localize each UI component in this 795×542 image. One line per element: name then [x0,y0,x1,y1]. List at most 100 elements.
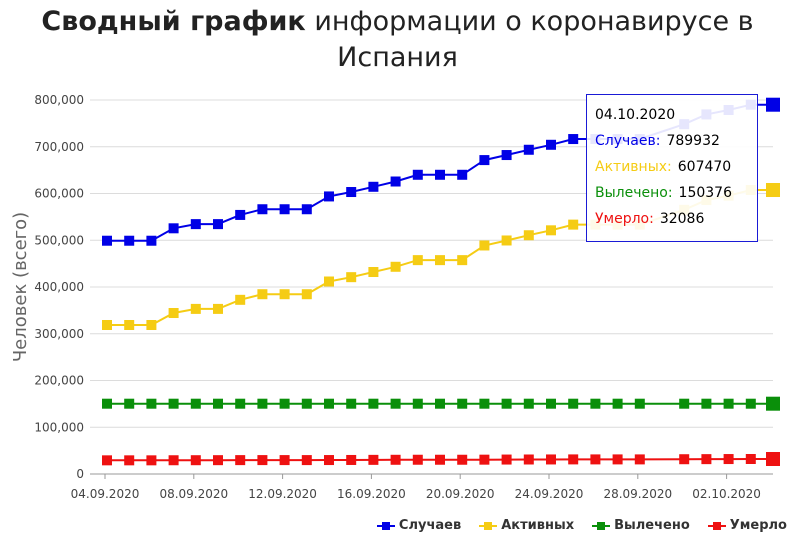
data-point[interactable] [634,454,645,465]
data-point[interactable] [501,398,512,409]
data-point[interactable] [368,267,379,278]
data-point[interactable] [679,398,690,409]
data-point[interactable] [701,398,712,409]
data-point[interactable] [546,139,556,150]
data-point[interactable] [390,398,401,409]
data-point[interactable] [701,454,712,465]
data-point[interactable] [102,455,112,466]
data-point[interactable] [190,455,201,466]
data-point[interactable] [612,398,623,409]
data-point[interactable] [546,225,556,236]
data-point[interactable] [501,150,512,161]
data-point[interactable] [523,398,534,409]
data-point[interactable] [479,155,490,166]
data-point[interactable] [501,235,512,246]
data-point[interactable] [168,308,179,319]
data-point[interactable] [457,255,468,266]
data-point[interactable] [324,398,334,409]
data-point[interactable] [568,454,579,465]
data-point[interactable] [213,398,223,409]
data-point[interactable] [634,398,645,409]
data-point[interactable] [479,454,490,465]
data-point[interactable] [745,453,756,464]
data-point[interactable] [102,235,112,246]
data-point[interactable] [368,454,379,465]
data-point[interactable] [146,398,157,409]
data-point[interactable] [612,454,623,465]
data-point[interactable] [102,319,112,330]
data-point[interactable] [124,235,135,246]
data-point[interactable] [390,176,401,187]
data-point[interactable] [301,398,312,409]
data-point[interactable] [745,398,756,409]
data-point[interactable] [766,451,780,466]
data-point[interactable] [457,454,468,465]
data-point[interactable] [346,187,357,198]
data-point[interactable] [457,398,468,409]
legend-item-active[interactable]: Активных [479,518,574,533]
data-point[interactable] [146,455,157,466]
data-point[interactable] [324,191,334,202]
data-point[interactable] [435,454,445,465]
data-point[interactable] [279,398,290,409]
data-point[interactable] [146,319,157,330]
data-point[interactable] [412,169,423,180]
data-point[interactable] [235,294,246,305]
data-point[interactable] [679,454,690,465]
data-point[interactable] [102,398,112,409]
data-point[interactable] [568,398,579,409]
data-point[interactable] [168,455,179,466]
data-point[interactable] [546,398,556,409]
data-point[interactable] [146,235,157,246]
data-point[interactable] [279,204,290,215]
data-point[interactable] [235,455,246,466]
data-point[interactable] [213,455,223,466]
data-point[interactable] [346,272,357,283]
data-point[interactable] [412,255,423,266]
data-point[interactable] [766,183,780,198]
data-point[interactable] [568,134,579,145]
data-point[interactable] [723,454,734,465]
data-point[interactable] [523,454,534,465]
data-point[interactable] [124,455,135,466]
data-point[interactable] [168,223,179,234]
data-point[interactable] [279,289,290,300]
data-point[interactable] [324,276,334,287]
data-point[interactable] [435,398,445,409]
data-point[interactable] [523,230,534,241]
data-point[interactable] [190,219,201,230]
data-point[interactable] [457,169,468,180]
data-point[interactable] [390,454,401,465]
data-point[interactable] [257,204,268,215]
data-point[interactable] [723,398,734,409]
data-point[interactable] [235,209,246,220]
data-point[interactable] [190,398,201,409]
legend-item-cases[interactable]: Случаев [376,518,461,533]
data-point[interactable] [590,398,601,409]
legend-item-recovered[interactable]: Вылечено [592,518,690,533]
data-point[interactable] [435,169,445,180]
data-point[interactable] [324,455,334,466]
data-point[interactable] [235,398,246,409]
data-point[interactable] [412,454,423,465]
data-point[interactable] [766,97,780,112]
data-point[interactable] [257,398,268,409]
legend-item-deaths[interactable]: Умерло [707,518,787,533]
data-point[interactable] [213,303,223,314]
data-point[interactable] [168,398,179,409]
data-point[interactable] [368,398,379,409]
data-point[interactable] [568,219,579,230]
data-point[interactable] [523,144,534,155]
data-point[interactable] [301,455,312,466]
data-point[interactable] [501,454,512,465]
data-point[interactable] [124,319,135,330]
data-point[interactable] [479,240,490,251]
data-point[interactable] [368,181,379,192]
data-point[interactable] [346,398,357,409]
data-point[interactable] [301,204,312,215]
data-point[interactable] [301,289,312,300]
data-point[interactable] [546,454,556,465]
data-point[interactable] [479,398,490,409]
data-point[interactable] [766,396,780,411]
data-point[interactable] [390,261,401,272]
